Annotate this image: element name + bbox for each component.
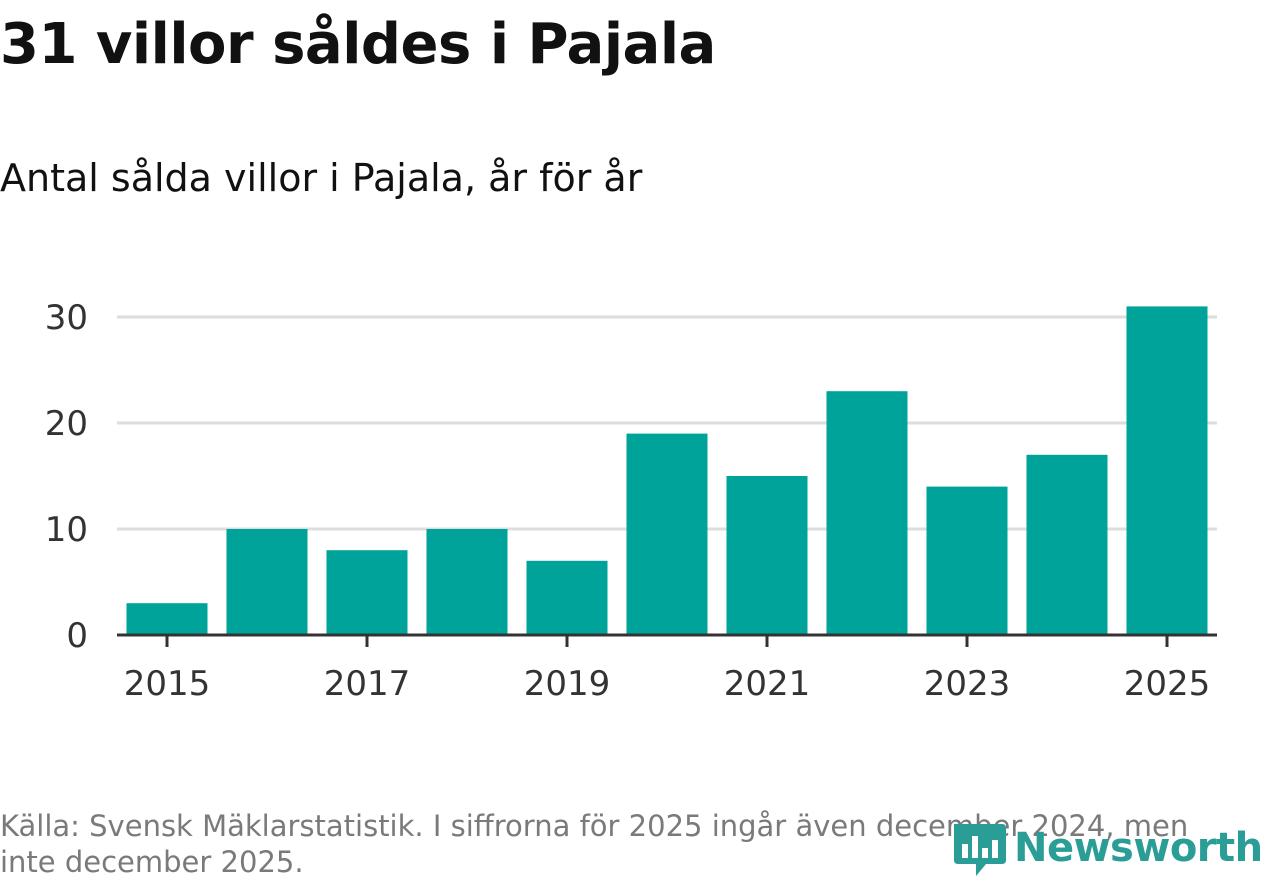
x-tick-label: 2019 bbox=[524, 664, 611, 704]
bar-2017 bbox=[326, 550, 408, 635]
y-tick-label: 30 bbox=[45, 298, 88, 338]
newsworthy-logo: Newsworthy bbox=[950, 818, 1262, 878]
y-tick-label: 0 bbox=[66, 616, 88, 656]
x-tick-label: 2025 bbox=[1124, 664, 1211, 704]
y-tick-label: 10 bbox=[45, 510, 88, 550]
bar-2022 bbox=[826, 391, 908, 635]
chart-subtitle: Antal sålda villor i Pajala, år för år bbox=[0, 156, 643, 200]
bar-2025 bbox=[1126, 306, 1208, 635]
bar-2024 bbox=[1026, 454, 1108, 635]
bar-2016 bbox=[226, 529, 308, 635]
bar-2018 bbox=[426, 529, 508, 635]
y-tick-label: 20 bbox=[45, 404, 88, 444]
brand-name: Newsworthy bbox=[1014, 825, 1262, 871]
bar-2021 bbox=[726, 476, 808, 635]
bar-2023 bbox=[926, 486, 1008, 635]
bar-2020 bbox=[626, 433, 708, 635]
newsworthy-logo-icon bbox=[954, 824, 1006, 876]
bar-2019 bbox=[526, 560, 608, 635]
bar-chart: 0 10 20 30 2015 2017 2019 2021 2023 2025 bbox=[45, 298, 1217, 704]
x-tick-label: 2021 bbox=[724, 664, 811, 704]
x-tick-label: 2015 bbox=[124, 664, 211, 704]
x-tick-label: 2023 bbox=[924, 664, 1011, 704]
bar-2015 bbox=[126, 603, 208, 635]
x-tick-label: 2017 bbox=[324, 664, 411, 704]
chart-title: 31 villor såldes i Pajala bbox=[0, 12, 716, 77]
